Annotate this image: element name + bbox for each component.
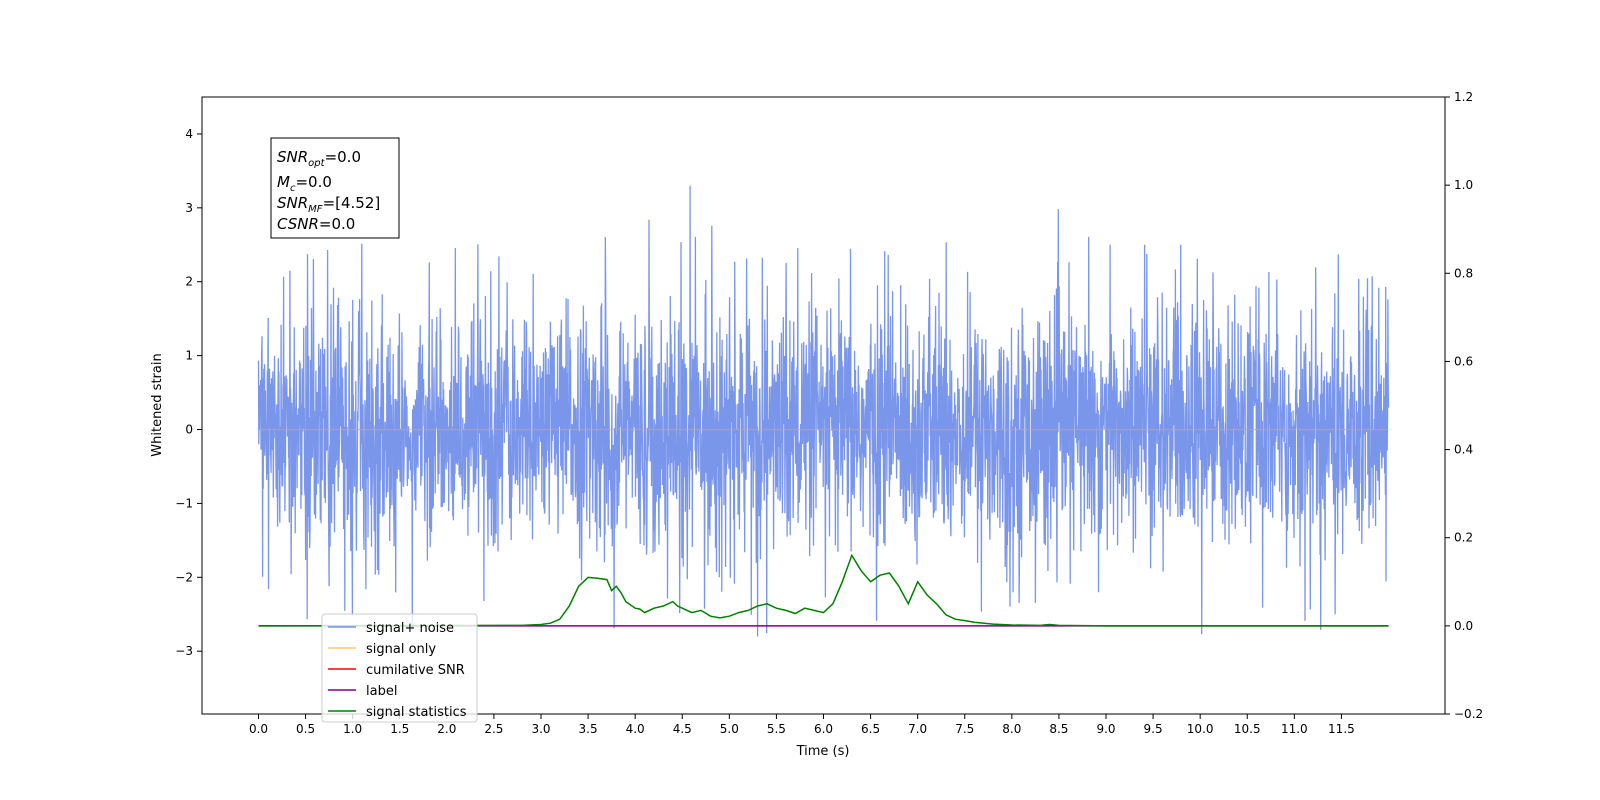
legend-label: signal+ noise [366, 621, 454, 636]
y2-tick-label: 1.0 [1454, 178, 1473, 192]
x-tick-label: 7.5 [955, 722, 974, 736]
y2-tick-label: 0.2 [1454, 531, 1473, 545]
annotation-box: SNRopt=0.0 Mc=0.0 SNRMF=[4.52] CSNR=0.0 [270, 137, 400, 239]
y-tick-label: −1 [175, 496, 193, 510]
x-tick-label: 0.0 [249, 722, 268, 736]
series-line-signal-statistics [258, 553, 1389, 627]
annotation-csnr: CSNR=0.0 [277, 215, 355, 233]
x-axis-label: Time (s) [796, 744, 850, 759]
x-tick-label: 7.0 [908, 722, 927, 736]
x-tick-label: 4.5 [673, 722, 692, 736]
y2-tick-label: 0.0 [1454, 619, 1473, 633]
y-tick-label: 1 [185, 349, 193, 363]
x-tick-label: 6.5 [861, 722, 880, 736]
y2-tick-label: 0.4 [1454, 443, 1473, 457]
x-tick-label: 11.5 [1328, 722, 1355, 736]
annotation-snr-opt: SNRopt=0.0 [277, 148, 361, 169]
x-tick-label: 8.5 [1049, 722, 1068, 736]
y-tick-label: 3 [185, 201, 193, 215]
plot-content [257, 185, 1390, 637]
y-tick-label: −3 [175, 644, 193, 658]
annotation-mc: Mc=0.0 [277, 173, 332, 194]
y-tick-label: 4 [185, 127, 193, 141]
x-tick-label: 3.0 [531, 722, 550, 736]
x-tick-label: 3.5 [579, 722, 598, 736]
x-tick-label: 9.5 [1144, 722, 1163, 736]
x-tick-label: 5.0 [720, 722, 739, 736]
y-axis-ticks: −3 −2 −1 0 1 2 3 4 [175, 127, 202, 658]
x-tick-label: 6.0 [814, 722, 833, 736]
x-tick-label: 1.0 [343, 722, 362, 736]
x-tick-label: 2.5 [484, 722, 503, 736]
y2-tick-label: −0.2 [1454, 707, 1483, 721]
legend-label: signal only [366, 642, 436, 657]
y-tick-label: 0 [185, 423, 193, 437]
x-tick-label: 11.0 [1281, 722, 1308, 736]
legend-label: label [366, 684, 397, 699]
x-tick-label: 9.0 [1096, 722, 1115, 736]
x-tick-label: 5.5 [767, 722, 786, 736]
x-tick-label: 0.5 [296, 722, 315, 736]
x-tick-label: 2.0 [437, 722, 456, 736]
x-tick-label: 8.0 [1002, 722, 1021, 736]
y-tick-label: −2 [175, 570, 193, 584]
y-tick-label: 2 [185, 275, 193, 289]
legend-label: signal statistics [366, 705, 467, 720]
series-line-signal-noise [257, 185, 1390, 637]
x-tick-label: 10.5 [1234, 722, 1261, 736]
legend-label: cumilative SNR [366, 663, 465, 678]
x-axis-ticks: 0.0 0.5 1.0 1.5 2.0 2.5 3.0 3.5 4.0 4.5 5.0 5.5 6.0 6… [249, 714, 1355, 736]
x-tick-label: 1.5 [390, 722, 409, 736]
annotation-snr-mf: SNRMF=[4.52] [277, 194, 380, 215]
y-axis-label: Whitened strain [150, 353, 165, 456]
y2-tick-label: 0.6 [1454, 354, 1473, 368]
x-tick-label: 10.0 [1187, 722, 1214, 736]
y2-tick-label: 0.8 [1454, 266, 1473, 280]
y2-axis-ticks: −0.2 0.0 0.2 0.4 0.6 0.8 1.0 1.2 [1445, 90, 1483, 721]
legend: signal+ noise signal only cumilative SNR la… [321, 613, 478, 723]
y2-tick-label: 1.2 [1454, 90, 1473, 104]
x-tick-label: 4.0 [626, 722, 645, 736]
